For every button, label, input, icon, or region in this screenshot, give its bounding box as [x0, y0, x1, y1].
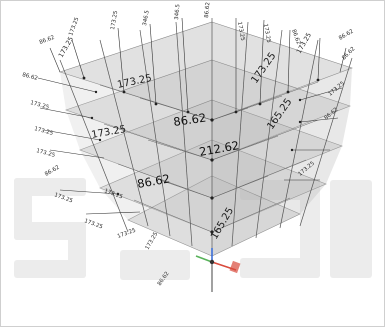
top-label-5: 346.5 [174, 3, 181, 20]
axis-x-marker [229, 260, 241, 274]
plate-grid-lines [99, 81, 319, 233]
top-label-8: 173.25 [262, 23, 271, 43]
left-mid-1: 173.25 [29, 100, 50, 111]
left-mid-3: 173.25 [35, 148, 56, 159]
top-label-10: 86.62 [338, 29, 355, 42]
top-label-4: 346.5 [142, 9, 151, 26]
left-lower-3: 173.25 [83, 218, 104, 230]
background-lettering [14, 178, 372, 280]
plate-label-center: 86.62 [172, 111, 207, 129]
left-lower-1: 86.62 [44, 165, 61, 178]
top-label-1: 86.62 [39, 35, 56, 46]
right-upper-1: 86.62 [341, 46, 356, 61]
left-mid-2: 173.25 [33, 126, 54, 137]
top-label-7: 173.25 [236, 21, 245, 41]
dimension-leaders [37, 17, 347, 215]
top-label-3: 173.25 [110, 10, 119, 30]
plate-label-lower-left: 86.62 [136, 171, 171, 191]
plate-label-core: 212.62 [198, 138, 240, 159]
axis-gizmo [195, 248, 241, 292]
axis-y-line [195, 255, 213, 263]
left-upper-1: 86.62 [21, 72, 38, 82]
column-lines [59, 18, 353, 292]
left-upper-2: 173.25 [57, 35, 75, 59]
node-markers [82, 76, 320, 234]
top-label-9: 86.62 [290, 29, 301, 46]
top-dimension-labels: 86.62 173.25 173.25 346.5 346.5 86.62 17… [39, 2, 355, 46]
top-label-2: 173.25 [68, 16, 80, 37]
vertical-wall-left [60, 72, 212, 256]
axis-origin-dot [209, 259, 215, 265]
vertical-wall-right [212, 68, 352, 256]
top-label-6: 86.62 [204, 2, 211, 18]
plate-label-low-left: 173.25 [145, 231, 160, 251]
